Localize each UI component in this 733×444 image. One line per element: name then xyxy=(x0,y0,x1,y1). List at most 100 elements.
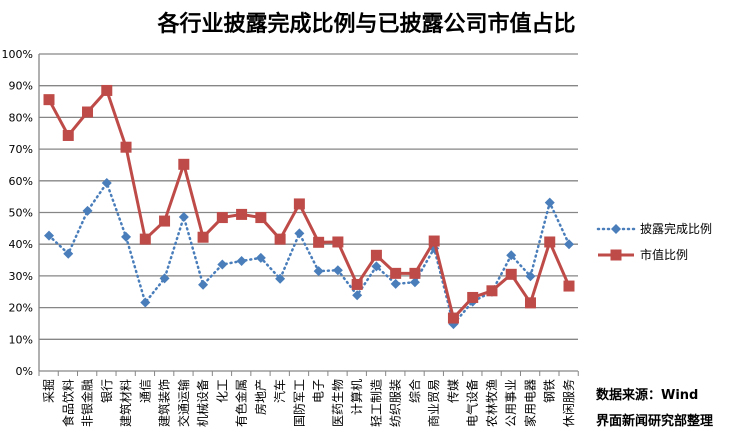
chart-title: 各行业披露完成比例与已披露公司市值占比 xyxy=(157,12,576,37)
diamond-marker xyxy=(140,297,151,308)
square-marker xyxy=(274,233,286,245)
square-marker xyxy=(62,129,74,141)
y-tick-label: 20% xyxy=(9,302,33,315)
x-tick-label: 房地产 xyxy=(253,379,268,415)
x-tick-label: 电气设备 xyxy=(465,379,480,427)
square-marker xyxy=(101,84,113,96)
diamond-marker xyxy=(198,279,209,290)
diamond-marker xyxy=(294,228,305,239)
square-marker xyxy=(467,291,479,303)
y-tick-label: 40% xyxy=(9,238,33,251)
x-tick-label: 电子 xyxy=(312,379,326,403)
square-marker xyxy=(139,233,151,245)
square-marker xyxy=(486,285,498,297)
diamond-marker xyxy=(275,273,286,284)
y-tick-label: 10% xyxy=(9,333,33,346)
x-tick-label: 银行 xyxy=(100,379,114,403)
y-tick-label: 0% xyxy=(16,365,33,378)
square-marker xyxy=(178,158,190,170)
diamond-marker xyxy=(352,290,363,301)
source-label: 数据来源：Wind xyxy=(596,388,699,403)
y-tick-label: 30% xyxy=(9,270,33,283)
x-tick-label: 商业贸易 xyxy=(426,379,441,427)
x-tick-label: 传媒 xyxy=(445,379,460,403)
square-marker xyxy=(120,141,132,153)
square-marker xyxy=(370,249,382,261)
x-tick-label: 国防军工 xyxy=(291,379,306,427)
y-tick-label: 100% xyxy=(2,48,33,61)
square-marker xyxy=(236,208,248,220)
diamond-marker xyxy=(313,266,324,277)
y-tick-label: 90% xyxy=(9,80,33,93)
square-marker xyxy=(332,236,344,248)
square-marker xyxy=(351,278,363,290)
diamond-marker xyxy=(255,252,266,263)
diamond-marker xyxy=(332,265,343,276)
x-tick-label: 非银金融 xyxy=(80,379,95,427)
square-marker xyxy=(409,267,421,279)
square-marker xyxy=(563,280,575,292)
x-tick-label: 交通运输 xyxy=(176,379,191,427)
square-marker xyxy=(505,268,517,280)
square-marker xyxy=(255,212,267,224)
diamond-marker xyxy=(564,239,574,250)
diamond-marker xyxy=(101,178,112,189)
diamond-marker xyxy=(121,231,132,242)
credit-label: 界面新闻研究部整理 xyxy=(596,414,714,429)
y-tick-label: 50% xyxy=(9,207,33,220)
x-tick-label: 家用电器 xyxy=(522,379,537,427)
x-tick-label: 公用事业 xyxy=(504,379,518,427)
square-marker xyxy=(447,312,459,324)
square-marker xyxy=(428,235,440,247)
legend-label: 市值比例 xyxy=(640,247,688,262)
diamond-marker xyxy=(371,261,382,272)
square-marker xyxy=(544,236,556,248)
diamond-marker xyxy=(217,259,228,270)
x-tick-label: 汽车 xyxy=(272,379,287,403)
diamond-marker xyxy=(178,211,189,222)
y-tick-label: 80% xyxy=(9,111,33,124)
square-marker xyxy=(293,198,305,210)
square-marker xyxy=(216,212,228,224)
diamond-marker xyxy=(544,197,555,208)
square-marker xyxy=(197,231,209,243)
x-tick-label: 综合 xyxy=(407,379,422,403)
diamond-marker xyxy=(390,278,401,289)
x-tick-label: 食品饮料 xyxy=(60,379,75,427)
x-tick-label: 建筑装饰 xyxy=(157,379,172,427)
legend-square-icon xyxy=(610,249,622,261)
square-marker xyxy=(313,236,325,248)
x-tick-label: 通信 xyxy=(138,379,152,403)
x-tick-label: 医药生物 xyxy=(331,379,345,427)
series-line-market-cap xyxy=(47,87,571,322)
series-line-disclosure xyxy=(47,180,571,327)
x-tick-label: 农林牧渔 xyxy=(485,379,499,427)
y-tick-label: 70% xyxy=(9,143,33,156)
diamond-marker xyxy=(82,205,93,216)
y-tick-label: 60% xyxy=(9,175,33,188)
legend-diamond-icon xyxy=(611,224,621,234)
square-marker xyxy=(159,215,171,227)
legend-label: 披露完成比例 xyxy=(640,221,712,236)
diamond-marker xyxy=(409,277,420,288)
x-tick-label: 钢铁 xyxy=(543,379,557,403)
x-tick-label: 有色金属 xyxy=(234,379,249,427)
x-tick-label: 纺织服装 xyxy=(389,379,403,427)
diamond-marker xyxy=(63,248,74,259)
x-tick-label: 轻工制造 xyxy=(369,379,383,427)
square-marker xyxy=(43,94,55,106)
square-marker xyxy=(524,297,536,309)
diamond-marker xyxy=(236,256,247,267)
x-tick-label: 休闲服务 xyxy=(561,379,576,427)
diamond-marker xyxy=(44,230,54,241)
x-tick-label: 计算机 xyxy=(349,379,364,415)
x-tick-label: 化工 xyxy=(215,379,229,403)
x-tick-label: 建筑材料 xyxy=(118,379,133,427)
x-tick-label: 采掘 xyxy=(41,379,56,403)
diamond-marker xyxy=(525,271,536,282)
square-marker xyxy=(82,106,94,118)
diamond-marker xyxy=(159,273,170,284)
diamond-marker xyxy=(506,250,517,261)
